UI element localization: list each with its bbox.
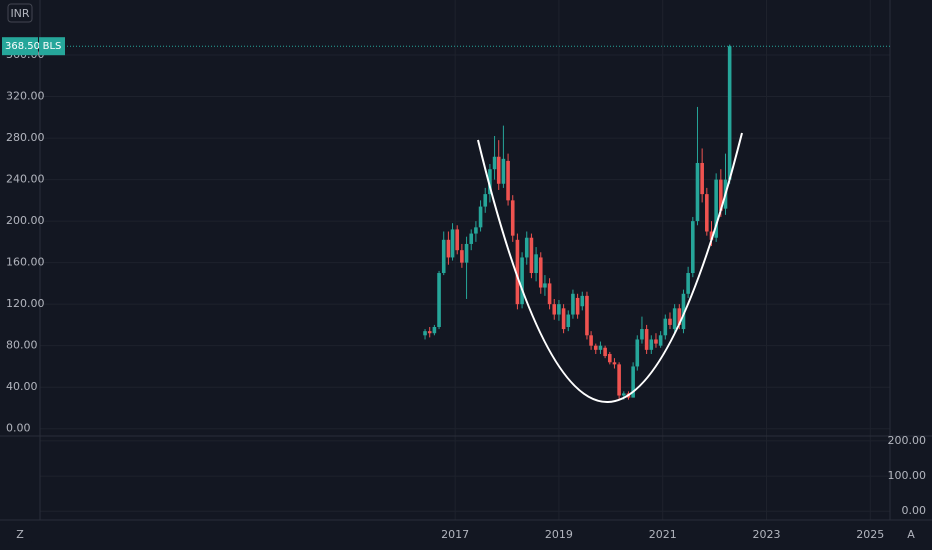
candle-body	[686, 273, 690, 294]
zoom-button[interactable]	[8, 526, 32, 544]
candle-body	[501, 158, 506, 184]
candle-body	[474, 227, 478, 234]
currency-badge[interactable]	[7, 3, 33, 23]
candle-body	[593, 345, 598, 350]
x-tick-label: 2023	[752, 528, 780, 541]
symbol-badge	[39, 37, 65, 56]
candle-body	[663, 318, 668, 336]
candles	[40, 44, 890, 400]
symbol-label: BLS	[43, 41, 62, 52]
candle-body	[575, 297, 580, 315]
candle-body	[700, 162, 704, 195]
candle-body	[719, 179, 723, 211]
candle-body	[705, 194, 709, 232]
candle-body	[538, 257, 543, 288]
candle-body	[635, 339, 640, 367]
candle-body	[644, 329, 649, 350]
candle-body	[709, 231, 714, 240]
zoom-button-label[interactable]: Z	[16, 528, 24, 541]
candle-body	[607, 353, 612, 363]
candle-body	[478, 206, 483, 228]
candle-body	[455, 229, 460, 251]
candle-body	[557, 304, 561, 315]
candle-body	[585, 295, 589, 336]
candle-body	[446, 239, 451, 258]
last-price-label: 368.50	[5, 41, 40, 52]
candle-body	[496, 156, 501, 184]
grid	[40, 0, 890, 520]
candle-body	[691, 221, 695, 274]
candle-body	[520, 257, 524, 305]
candle-body	[640, 329, 644, 340]
y-tick-label: 120.00	[6, 297, 45, 310]
candle-body	[432, 327, 437, 334]
candle-body	[464, 243, 469, 263]
candle-body	[654, 339, 658, 344]
candle-body	[488, 169, 492, 195]
y-tick-label: 0.00	[6, 422, 31, 435]
y-tick-label: 240.00	[6, 173, 45, 186]
labels: 0.00 40.00 80.00 120.00 160.00 200.00 240.00 28…	[2, 37, 926, 541]
candle-body	[617, 364, 621, 396]
candle-body	[492, 156, 497, 170]
candle-body	[677, 308, 682, 325]
y2-tick-label: 100.00	[888, 469, 927, 482]
last-price-badge	[2, 37, 38, 56]
candle-body	[506, 160, 510, 201]
candle-body	[460, 250, 464, 263]
candle-body	[469, 233, 474, 244]
candle-body	[552, 304, 557, 315]
candle-body	[631, 366, 635, 398]
y-tick-label: 160.00	[6, 256, 45, 269]
candle-body	[483, 194, 488, 207]
candle-body	[589, 335, 593, 346]
candle-body	[598, 345, 603, 350]
candle-body	[714, 179, 718, 238]
candle-body	[621, 393, 626, 396]
candle-body	[695, 162, 700, 222]
y-tick-label: 80.00	[6, 339, 38, 352]
candle-body	[649, 339, 654, 350]
candle-body	[672, 308, 677, 330]
candle-body	[515, 239, 520, 305]
candle-body	[441, 239, 446, 274]
candle-body	[571, 293, 575, 315]
candle-body	[658, 335, 663, 346]
y-tick-label: 280.00	[6, 131, 45, 144]
candle-body	[524, 237, 529, 258]
x-tick-label: 2025	[856, 528, 884, 541]
candle-body	[612, 362, 617, 365]
currency: INR	[10, 7, 29, 20]
x-tick-label: 2017	[441, 528, 469, 541]
candle-body	[561, 308, 566, 330]
candle-body	[668, 318, 672, 325]
candle-body	[529, 237, 534, 274]
candle-body	[681, 293, 686, 330]
candle-body	[510, 200, 515, 236]
candle-body	[427, 331, 432, 334]
candle-body	[437, 273, 441, 327]
y-tick-label: 200.00	[6, 214, 45, 227]
candle-body	[580, 295, 585, 307]
y2-tick-label: 0.00	[902, 504, 927, 517]
candle-body	[547, 283, 552, 305]
cup-drawing	[477, 132, 743, 403]
candle-body	[566, 314, 571, 327]
candle-body	[603, 347, 607, 357]
candle-body	[534, 254, 538, 274]
x-tick-label: 2021	[649, 528, 677, 541]
y2-tick-label: 200.00	[888, 434, 927, 447]
candle-body	[450, 229, 455, 258]
candle-body	[543, 283, 547, 288]
auto-button-label[interactable]: A	[907, 528, 915, 541]
candle-body	[727, 46, 732, 180]
y-tick-label: 40.00	[6, 380, 38, 393]
x-tick-label: 2019	[545, 528, 573, 541]
candle-body	[423, 331, 427, 336]
y-tick-label: 320.00	[6, 90, 45, 103]
